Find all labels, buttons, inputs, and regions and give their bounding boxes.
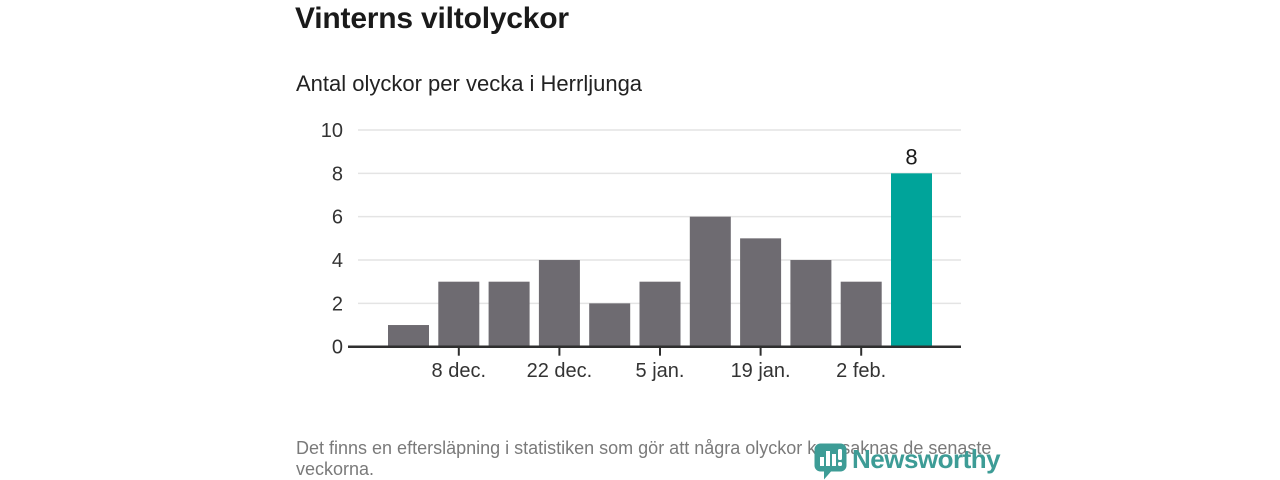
bar <box>790 260 832 347</box>
x-tick-label: 2 feb. <box>836 360 886 382</box>
bar <box>388 325 429 347</box>
y-tick-label: 0 <box>332 337 343 359</box>
y-tick-label: 6 <box>332 207 343 229</box>
y-tick-label: 2 <box>332 293 343 315</box>
bar <box>538 260 580 347</box>
x-tick-label: 5 jan. <box>636 360 685 382</box>
bar <box>840 281 882 347</box>
y-tick-label: 10 <box>321 120 343 142</box>
chart-subtitle: Antal olyckor per vecka i Herrljunga <box>296 71 643 96</box>
bar <box>639 281 681 347</box>
bar-chart: 0 2 4 6 8 10 8 dec. 22 dec. 5 jan. 19 jan. 2 feb. 8 <box>321 120 961 382</box>
newsworthy-icon <box>814 443 847 480</box>
bar <box>689 216 731 347</box>
bar <box>488 281 530 347</box>
bar <box>438 281 480 347</box>
brand-logo: Newsworthy <box>814 443 1001 480</box>
bar <box>740 238 782 347</box>
x-tick-label: 8 dec. <box>432 360 486 382</box>
y-tick-label: 4 <box>332 250 343 272</box>
x-tick-label: 19 jan. <box>731 360 791 382</box>
bar-value-label: 8 <box>905 144 917 169</box>
y-tick-label: 8 <box>332 163 343 185</box>
x-tick-label: 22 dec. <box>527 360 593 382</box>
bar-highlighted <box>891 173 932 347</box>
bar <box>589 303 631 347</box>
brand-name: Newsworthy <box>852 444 1001 474</box>
chart-title: Vinterns viltolyckor <box>295 2 569 35</box>
